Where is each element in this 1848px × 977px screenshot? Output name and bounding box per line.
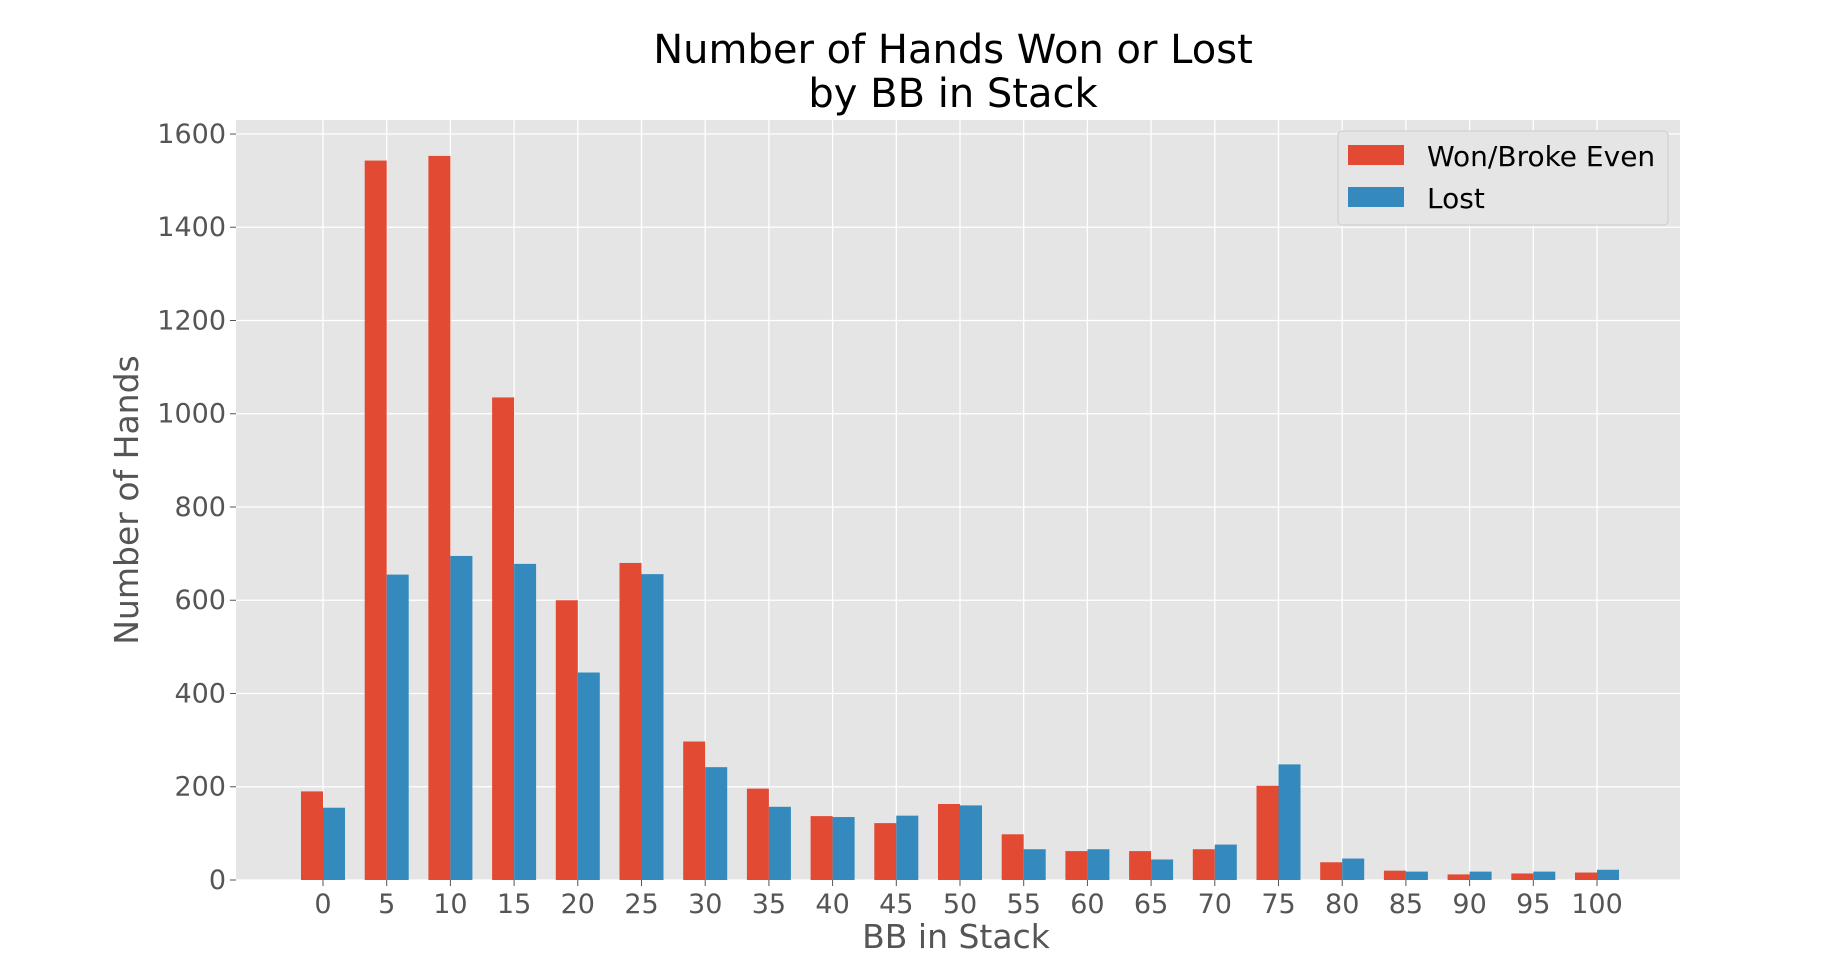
x-tick-label: 0 bbox=[314, 889, 331, 920]
bar-lost-100 bbox=[1597, 869, 1619, 880]
bar-lost-90 bbox=[1469, 871, 1492, 880]
legend-box bbox=[1337, 130, 1669, 226]
x-tick-label: 65 bbox=[1134, 889, 1168, 920]
chart-title-line-2: by BB in Stack bbox=[808, 71, 1098, 117]
bar-won-broke-even-75 bbox=[1256, 785, 1279, 880]
legend-label-won-broke-even: Won/Broke Even bbox=[1427, 140, 1655, 173]
y-axis-label: Number of Hands bbox=[107, 355, 146, 644]
y-tick-labels: 0 200 400 600 800 1000 1200 1400 1600 bbox=[157, 119, 236, 896]
bar-lost-75 bbox=[1278, 764, 1301, 880]
bar-lost-10 bbox=[450, 555, 473, 880]
x-tick-label: 10 bbox=[433, 889, 467, 920]
y-tick-label: 200 bbox=[174, 772, 226, 803]
bar-won-broke-even-20 bbox=[555, 600, 578, 880]
bar-lost-30 bbox=[705, 767, 728, 880]
y-tick-label: 600 bbox=[174, 585, 226, 616]
bar-lost-20 bbox=[577, 672, 600, 880]
bar-won-broke-even-0 bbox=[301, 791, 323, 880]
bar-lost-60 bbox=[1087, 849, 1110, 880]
x-tick-label: 15 bbox=[497, 889, 531, 920]
bar-won-broke-even-50 bbox=[938, 804, 960, 880]
bar-lost-95 bbox=[1533, 871, 1556, 880]
bar-won-broke-even-85 bbox=[1383, 870, 1406, 880]
legend: Won/Broke Even Lost bbox=[1337, 130, 1669, 226]
x-axis-label: BB in Stack bbox=[862, 917, 1051, 956]
bar-won-broke-even-40 bbox=[810, 816, 833, 880]
bar-lost-0 bbox=[323, 807, 345, 880]
legend-swatch-won-broke-even bbox=[1348, 145, 1404, 165]
bar-won-broke-even-100 bbox=[1575, 872, 1597, 880]
bar-lost-70 bbox=[1214, 844, 1237, 880]
y-tick-label: 1600 bbox=[157, 119, 226, 150]
x-tick-label: 80 bbox=[1325, 889, 1359, 920]
x-tick-labels: 0 5 10 15 20 25 30 35 40 45 50 55 60 65 70 75 80 85 90 95 10… bbox=[314, 880, 1623, 920]
bar-lost-25 bbox=[641, 574, 664, 880]
x-tick-label: 70 bbox=[1198, 889, 1232, 920]
x-tick-label: 60 bbox=[1070, 889, 1104, 920]
bar-won-broke-even-95 bbox=[1511, 873, 1534, 880]
bar-won-broke-even-35 bbox=[746, 788, 769, 880]
x-tick-label: 50 bbox=[943, 889, 977, 920]
bar-won-broke-even-90 bbox=[1447, 874, 1470, 880]
x-tick-label: 30 bbox=[688, 889, 722, 920]
x-tick-label: 20 bbox=[561, 889, 595, 920]
x-tick-label: 40 bbox=[815, 889, 849, 920]
bar-lost-45 bbox=[896, 815, 919, 880]
chart-title-line-1: Number of Hands Won or Lost bbox=[653, 27, 1253, 73]
bar-lost-65 bbox=[1151, 859, 1174, 880]
bar-won-broke-even-55 bbox=[1001, 834, 1024, 880]
bar-lost-40 bbox=[832, 817, 855, 880]
y-tick-label: 1200 bbox=[157, 305, 226, 336]
bar-won-broke-even-60 bbox=[1065, 851, 1088, 880]
bar-won-broke-even-80 bbox=[1320, 862, 1343, 880]
x-tick-label: 25 bbox=[624, 889, 658, 920]
legend-swatch-lost bbox=[1348, 187, 1404, 207]
bar-won-broke-even-45 bbox=[874, 823, 897, 880]
bar-won-broke-even-30 bbox=[683, 741, 706, 880]
x-tick-label: 85 bbox=[1389, 889, 1423, 920]
x-tick-label: 100 bbox=[1571, 889, 1623, 920]
x-tick-label: 95 bbox=[1516, 889, 1550, 920]
x-tick-label: 90 bbox=[1452, 889, 1486, 920]
bar-won-broke-even-15 bbox=[492, 397, 515, 880]
x-tick-label: 75 bbox=[1261, 889, 1295, 920]
x-tick-label: 5 bbox=[378, 889, 395, 920]
bars bbox=[301, 155, 1619, 880]
y-tick-label: 1400 bbox=[157, 212, 226, 243]
bar-won-broke-even-65 bbox=[1129, 851, 1152, 880]
bar-won-broke-even-70 bbox=[1192, 849, 1215, 880]
x-tick-label: 55 bbox=[1007, 889, 1041, 920]
bar-lost-85 bbox=[1405, 871, 1428, 880]
x-tick-label: 45 bbox=[879, 889, 913, 920]
bar-won-broke-even-10 bbox=[428, 155, 451, 880]
bar-lost-80 bbox=[1342, 858, 1365, 880]
legend-label-lost: Lost bbox=[1427, 182, 1485, 215]
bar-won-broke-even-5 bbox=[364, 160, 387, 880]
y-tick-label: 1000 bbox=[157, 399, 226, 430]
bar-lost-55 bbox=[1023, 849, 1046, 880]
y-tick-label: 0 bbox=[209, 865, 226, 896]
y-tick-label: 800 bbox=[174, 492, 226, 523]
bar-lost-35 bbox=[768, 806, 791, 880]
bar-lost-15 bbox=[514, 563, 537, 880]
x-tick-label: 35 bbox=[752, 889, 786, 920]
plot-area bbox=[236, 120, 1680, 880]
bar-lost-5 bbox=[386, 574, 409, 880]
bar-won-broke-even-25 bbox=[619, 562, 642, 880]
y-tick-label: 400 bbox=[174, 678, 226, 709]
bar-lost-50 bbox=[960, 805, 982, 880]
